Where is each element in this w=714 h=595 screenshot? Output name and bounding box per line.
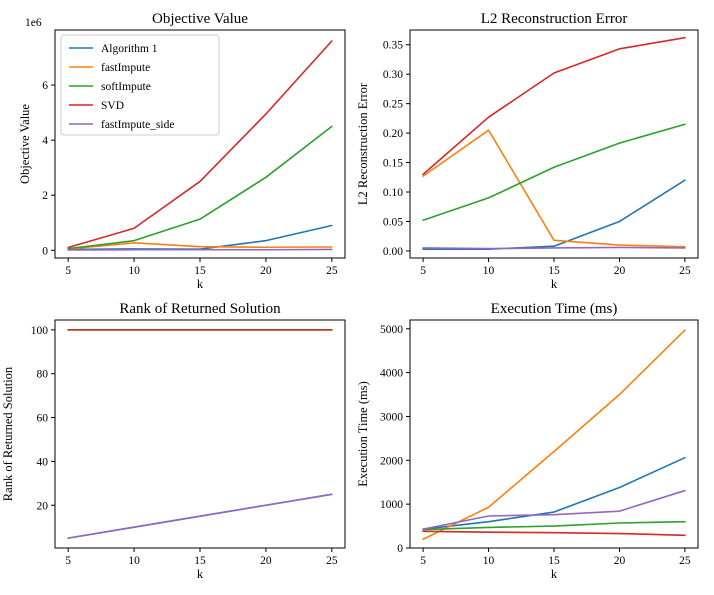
legend-label-svd: SVD — [101, 100, 124, 112]
legend-label-algorithm-1: Algorithm 1 — [101, 43, 158, 55]
series-line-fastimpute — [422, 129, 686, 248]
x-tick-label: 10 — [483, 265, 495, 277]
series-line-softimpute — [67, 125, 333, 250]
series-line-softimpute — [422, 123, 686, 222]
legend-label-fastimpute-side: fastImpute_side — [101, 119, 174, 131]
y-tick-label: 0.10 — [383, 187, 403, 199]
plot-frame — [409, 29, 699, 259]
series-line-svd — [422, 530, 686, 537]
x-tick-label: 5 — [65, 265, 71, 277]
plot-frame — [54, 319, 346, 549]
y-tick-label: 100 — [31, 325, 49, 337]
panel-execution-time: 5 10 15 20 25 0 1000 2000 3000 4000 5000 Execution … — [356, 301, 699, 581]
x-tick-label: 5 — [420, 265, 426, 277]
x-tick-label: 25 — [679, 265, 691, 277]
y-tick-label: 0 — [42, 245, 48, 257]
x-axis-label: k — [551, 567, 558, 581]
plot-frame — [409, 319, 699, 549]
x-tick-label: 15 — [548, 555, 560, 567]
series-line-fastimpute-side — [67, 493, 333, 539]
y-axis-label: Objective Value — [18, 104, 32, 184]
series-line-softimpute — [422, 520, 686, 531]
legend-frame — [60, 34, 220, 136]
y-tick-label: 4000 — [380, 368, 403, 380]
x-tick-label: 25 — [326, 555, 338, 567]
panel-objective-value: 5 10 15 20 25 0 2 4 6 Objective Value k Objective V… — [18, 11, 346, 291]
x-tick-label: 15 — [194, 555, 206, 567]
x-tick-label: 20 — [260, 555, 272, 567]
panel-title: L2 Reconstruction Error — [481, 11, 628, 27]
x-tick-label: 5 — [65, 555, 71, 567]
x-tick-label: 20 — [614, 555, 626, 567]
x-axis-label: k — [197, 567, 204, 581]
legend-label-softimpute: softImpute — [101, 81, 151, 93]
y-tick-label: 6 — [42, 80, 48, 92]
legend-label-fastimpute: fastImpute — [101, 62, 150, 74]
panel-rank-of-returned-solution: 5 10 15 20 25 20 40 60 80 100 Rank of Returned Sol… — [1, 301, 346, 581]
y-tick-label: 0.05 — [383, 216, 403, 228]
x-tick-label: 10 — [128, 265, 140, 277]
y-tick-label: 0.35 — [383, 40, 403, 52]
y-tick-label: 2000 — [380, 455, 403, 467]
x-tick-label: 5 — [420, 555, 426, 567]
x-tick-label: 20 — [614, 265, 626, 277]
y-axis-label: L2 Reconstruction Error — [356, 82, 370, 205]
panel-title: Objective Value — [152, 11, 248, 27]
x-tick-label: 15 — [548, 265, 560, 277]
y-tick-label: 20 — [37, 500, 49, 512]
legend: Algorithm 1 fastImpute softImpute SVD fastIm… — [60, 34, 220, 136]
panel-l2-reconstruction-error: 5 10 15 20 25 0.00 0.05 0.10 0.15 0.20 0.25 0.30 0.3… — [356, 11, 699, 291]
y-tick-label: 0.20 — [383, 128, 403, 140]
y-tick-label: 60 — [37, 413, 49, 425]
panel-title: Execution Time (ms) — [491, 301, 618, 317]
series-line-svd — [422, 36, 686, 176]
x-tick-label: 10 — [483, 555, 495, 567]
y-axis-label: Execution Time (ms) — [356, 381, 370, 487]
y-tick-label: 1000 — [380, 499, 403, 511]
y-tick-label: 3000 — [380, 411, 403, 423]
x-axis-label: k — [197, 277, 204, 291]
x-tick-label: 10 — [128, 555, 140, 567]
panel-title: Rank of Returned Solution — [119, 301, 281, 317]
y-tick-label: 0.15 — [383, 158, 403, 170]
y-tick-label: 5000 — [380, 324, 403, 336]
y-tick-label: 0 — [397, 543, 403, 555]
series-line-algorithm-1 — [422, 456, 686, 530]
series-line-fastimpute — [422, 329, 686, 541]
y-tick-label: 80 — [37, 369, 49, 381]
y-tick-label: 4 — [42, 135, 48, 147]
y-tick-label: 2 — [42, 190, 48, 202]
y-offset-text: 1e6 — [25, 17, 42, 29]
x-tick-label: 25 — [326, 265, 338, 277]
x-tick-label: 25 — [679, 555, 691, 567]
x-tick-label: 15 — [194, 265, 206, 277]
y-tick-label: 40 — [37, 456, 49, 468]
y-tick-label: 0.30 — [383, 69, 403, 81]
series-line-fastimpute-side — [422, 489, 686, 530]
series-line-svd — [67, 40, 333, 249]
y-tick-label: 0.00 — [383, 246, 403, 258]
y-tick-label: 0.25 — [383, 99, 403, 111]
series-line-fastimpute-side — [422, 246, 686, 250]
series-line-fastimpute — [67, 242, 333, 250]
x-axis-label: k — [551, 277, 558, 291]
series-line-fastimpute-side — [67, 248, 333, 251]
x-tick-label: 20 — [260, 265, 272, 277]
y-axis-label: Rank of Returned Solution — [1, 366, 15, 501]
